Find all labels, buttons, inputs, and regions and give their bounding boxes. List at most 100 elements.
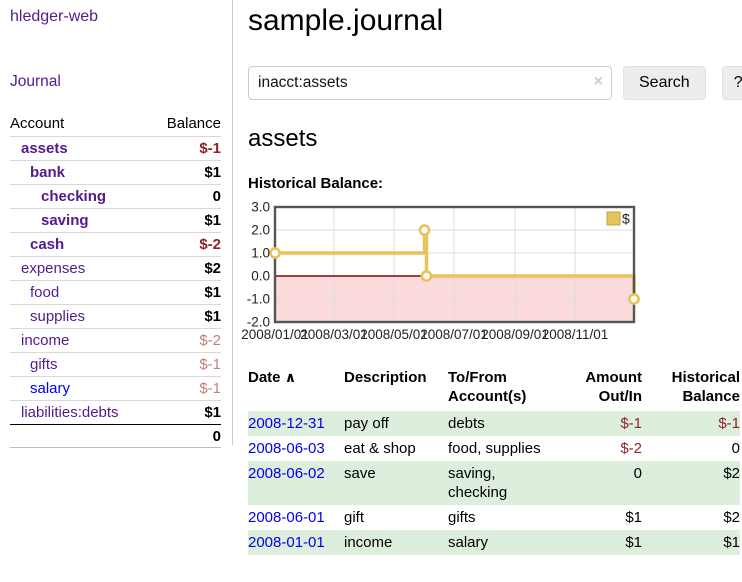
- svg-text:0.0: 0.0: [251, 269, 270, 284]
- account-balance: $1: [204, 308, 221, 325]
- transaction-date-link[interactable]: 2008-06-03: [248, 440, 325, 457]
- accounts-balance-table: Account Balance assets $-1 bank $1 check…: [10, 112, 221, 448]
- sidebar-account-link[interactable]: checking: [41, 188, 107, 205]
- register-row: 2008-06-03 eat & shop food, supplies $-2…: [248, 436, 740, 461]
- svg-text:2008/01/01: 2008/01/01: [241, 327, 309, 342]
- transaction-description: pay off: [344, 415, 389, 432]
- account-balance: $1: [204, 404, 221, 421]
- account-balance: 0: [212, 188, 221, 205]
- account-column-header: Account: [10, 115, 65, 132]
- svg-text:2008/11/01: 2008/11/01: [542, 327, 609, 342]
- sidebar-account-row-income: income $-2: [10, 328, 221, 352]
- transaction-accounts: debts: [448, 415, 485, 432]
- transaction-date-link[interactable]: 2008-01-01: [248, 534, 325, 551]
- transaction-accounts: food, supplies: [448, 440, 541, 457]
- transaction-date-link[interactable]: 2008-06-01: [248, 509, 325, 526]
- transaction-amount: $1: [625, 509, 642, 526]
- sidebar-account-row-bank: bank $1: [10, 160, 221, 184]
- sidebar-account-row-salary: salary $-1: [10, 376, 221, 400]
- sidebar-account-row-checking: checking 0: [10, 184, 221, 208]
- svg-text:2008/03/01: 2008/03/01: [300, 327, 368, 342]
- description-column-header: Description: [344, 369, 427, 386]
- sidebar-total-row: 0: [10, 424, 221, 448]
- sidebar-account-link[interactable]: saving: [41, 212, 89, 229]
- sidebar-account-link[interactable]: salary: [30, 380, 71, 397]
- register-row: 2008-01-01 income salary $1 $1: [248, 530, 740, 555]
- transaction-historical-balance: $1: [723, 534, 740, 551]
- balance-column-header: Balance: [166, 115, 221, 132]
- sidebar-account-row-assets: assets $-1: [10, 136, 221, 160]
- sort-by-date-link[interactable]: Date ∧: [248, 369, 296, 386]
- svg-text:2008/07/01: 2008/07/01: [420, 327, 488, 342]
- sidebar-account-row-saving: saving $1: [10, 208, 221, 232]
- sidebar-account-row-expenses: expenses $2: [10, 256, 221, 280]
- svg-text:3.0: 3.0: [251, 200, 270, 215]
- transaction-description: income: [344, 534, 393, 551]
- main-content: sample.journal × Search ? assets Histori…: [233, 0, 742, 555]
- account-balance: $1: [204, 284, 221, 301]
- svg-text:1.0: 1.0: [251, 246, 270, 261]
- transaction-description: eat & shop: [344, 440, 416, 457]
- sidebar-account-link[interactable]: liabilities:debts: [21, 404, 119, 421]
- account-balance: $-1: [199, 380, 221, 397]
- svg-text:2008/09/01: 2008/09/01: [481, 327, 549, 342]
- search-input[interactable]: [248, 66, 612, 100]
- svg-text:2008/05/01: 2008/05/01: [360, 327, 428, 342]
- svg-text:$: $: [622, 211, 630, 227]
- transaction-amount: $-1: [620, 415, 642, 432]
- transaction-historical-balance: $2: [723, 509, 740, 526]
- sidebar-account-link[interactable]: assets: [21, 140, 68, 157]
- total-balance: 0: [212, 428, 221, 445]
- sidebar-item-journal[interactable]: Journal: [10, 73, 61, 90]
- account-balance: $-2: [199, 236, 221, 253]
- transaction-amount: $1: [625, 534, 642, 551]
- sidebar-account-link[interactable]: food: [30, 284, 60, 301]
- accounts-table-header: Account Balance: [10, 112, 221, 136]
- sidebar: hledger-web Journal Account Balance asse…: [0, 0, 233, 448]
- sidebar-account-row-gifts: gifts $-1: [10, 352, 221, 376]
- svg-text:-2.0: -2.0: [247, 315, 270, 330]
- register-row: 2008-06-01 gift gifts $1 $2: [248, 505, 740, 530]
- transaction-accounts: salary: [448, 534, 489, 551]
- clear-search-icon[interactable]: ×: [593, 73, 603, 90]
- sidebar-account-row-supplies: supplies $1: [10, 304, 221, 328]
- historical-balance-chart: $3.0 2.0 1.0 0.0 -1.0 -2.02008/01/012008/03/0…: [241, 200, 640, 342]
- register-row: 2008-06-02 save saving, checking 0 $2: [248, 461, 740, 505]
- transaction-date-link[interactable]: 2008-06-02: [248, 465, 325, 482]
- page-title: sample.journal: [248, 4, 444, 37]
- sidebar-account-row-liabilities-debts: liabilities:debts $1: [10, 400, 221, 424]
- amount-column-header: Amount Out/In: [585, 369, 642, 405]
- transaction-amount: $-2: [620, 440, 642, 457]
- sidebar-account-link[interactable]: gifts: [30, 356, 58, 373]
- transaction-description: save: [344, 465, 376, 482]
- account-balance: $1: [204, 212, 221, 229]
- tofrom-column-header: To/From Account(s): [448, 369, 527, 405]
- account-balance: $-2: [199, 332, 221, 349]
- transaction-historical-balance: 0: [731, 440, 740, 457]
- help-button[interactable]: ?: [721, 66, 742, 100]
- account-balance: $-1: [199, 140, 221, 157]
- chart-title: Historical Balance:: [248, 175, 384, 192]
- search-box: ×: [248, 66, 612, 100]
- transaction-description: gift: [344, 509, 365, 526]
- sidebar-account-link[interactable]: bank: [30, 164, 66, 181]
- register-row: 2008-12-31 pay off debts $-1 $-1: [248, 411, 740, 436]
- sidebar-account-link[interactable]: income: [21, 332, 70, 349]
- transaction-historical-balance: $-1: [718, 415, 740, 432]
- transaction-accounts: gifts: [448, 509, 476, 526]
- register-header-row: Date ∧ Description To/From Account(s) Am…: [248, 366, 740, 411]
- register-table: Date ∧ Description To/From Account(s) Am…: [248, 366, 740, 555]
- svg-text:-1.0: -1.0: [247, 292, 270, 307]
- transaction-amount: 0: [633, 465, 642, 482]
- date-column-header: Date: [248, 369, 281, 386]
- transaction-historical-balance: $2: [723, 465, 740, 482]
- sidebar-account-row-food: food $1: [10, 280, 221, 304]
- sidebar-account-link[interactable]: cash: [30, 236, 65, 253]
- transaction-date-link[interactable]: 2008-12-31: [248, 415, 325, 432]
- app-title-link[interactable]: hledger-web: [10, 8, 99, 25]
- account-balance: $1: [204, 164, 221, 181]
- sidebar-account-link[interactable]: expenses: [21, 260, 86, 277]
- sidebar-account-link[interactable]: supplies: [30, 308, 86, 325]
- search-button[interactable]: Search: [623, 66, 706, 100]
- account-balance: $2: [204, 260, 221, 277]
